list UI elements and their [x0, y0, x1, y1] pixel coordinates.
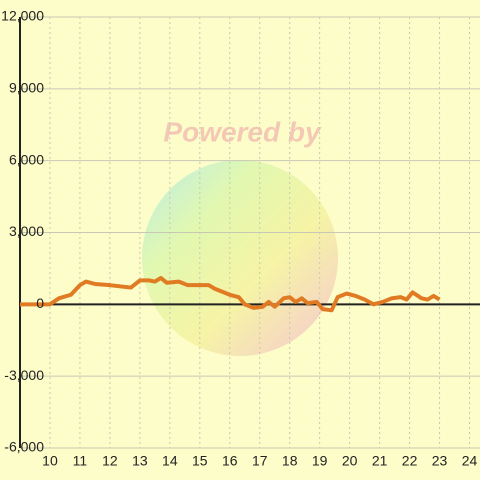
x-tick-label: 16 — [222, 453, 238, 469]
y-tick-label: 3,000 — [9, 223, 44, 239]
x-tick-label: 21 — [372, 453, 388, 469]
x-tick-label: 19 — [312, 453, 328, 469]
x-tick-label: 15 — [192, 453, 208, 469]
y-tick-label: 9,000 — [9, 80, 44, 96]
watermark-text: Powered by — [163, 116, 322, 147]
y-tick-label: 6,000 — [9, 151, 44, 167]
x-tick-label: 12 — [102, 453, 118, 469]
watermark: Powered by — [142, 116, 338, 356]
x-tick-label: 11 — [73, 453, 88, 469]
x-tick-label: 18 — [282, 453, 298, 469]
x-tick-label: 24 — [462, 453, 478, 469]
x-tick-label: 10 — [42, 453, 58, 469]
x-tick-label: 20 — [342, 453, 358, 469]
watermark-logo — [142, 160, 338, 356]
x-tick-label: 23 — [432, 453, 448, 469]
x-tick-label: 14 — [162, 453, 178, 469]
x-tick-label: 22 — [402, 453, 418, 469]
line — [20, 275, 441, 313]
y-tick-label: -3,000 — [4, 367, 44, 383]
y-tick-label: -6,000 — [4, 439, 44, 455]
y-tick-label: 12,000 — [1, 8, 44, 24]
x-tick-label: 13 — [132, 453, 148, 469]
y-tick-label: 0 — [36, 295, 44, 311]
x-tick-label: 17 — [252, 453, 268, 469]
